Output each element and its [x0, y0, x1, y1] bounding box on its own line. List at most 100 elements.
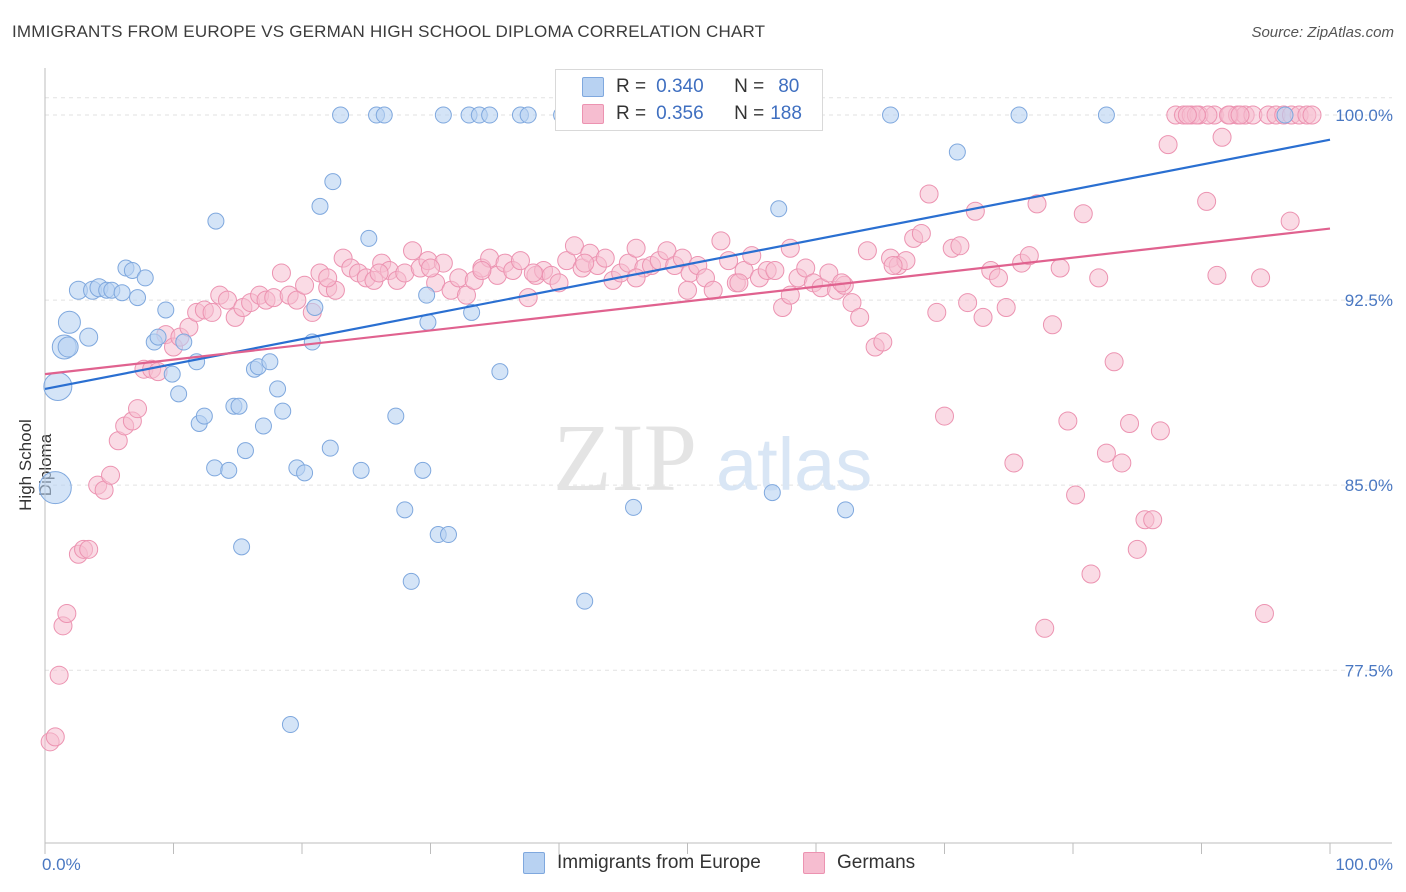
immigrants-point — [281, 716, 299, 734]
germans-point — [128, 399, 148, 419]
germans-point — [1158, 135, 1178, 155]
germans-point — [1104, 352, 1124, 372]
immigrants-point — [136, 269, 154, 287]
germans-point — [518, 288, 538, 308]
immigrants-point — [491, 363, 509, 381]
r-value: 0.340 — [656, 76, 704, 97]
immigrants-point — [1097, 106, 1115, 124]
immigrants-point — [434, 106, 452, 124]
germans-point — [287, 290, 307, 310]
germans-point — [626, 238, 646, 258]
germans-point — [202, 302, 222, 322]
immigrants-point — [396, 501, 414, 519]
germans-point — [1112, 453, 1132, 473]
germans-point — [271, 263, 291, 283]
germans-point — [369, 263, 389, 283]
germans-point — [742, 246, 762, 266]
n-value: 80 — [778, 76, 800, 97]
legend-item-immigrants[interactable]: Immigrants from Europe — [523, 852, 761, 874]
germans-point — [49, 665, 69, 685]
germans-point — [958, 293, 978, 313]
n-label: N = — [734, 76, 765, 97]
immigrants-point — [57, 310, 81, 334]
pink-swatch — [582, 104, 604, 124]
germans-point — [564, 236, 584, 256]
y-tick-label: 85.0% — [1345, 476, 1393, 495]
blue-swatch — [582, 77, 604, 97]
germans-point — [1004, 453, 1024, 473]
immigrants-point — [837, 501, 855, 519]
germans-point — [595, 248, 615, 268]
stats-row-germans: R = 0.356 N = 188 — [582, 102, 802, 126]
immigrants-point — [402, 572, 420, 590]
germans-point — [1207, 265, 1227, 285]
x-tick-label: 100.0% — [1335, 855, 1393, 874]
germans-point — [919, 184, 939, 204]
immigrants-point — [149, 328, 167, 346]
immigrants-point — [576, 592, 594, 610]
immigrants-point — [375, 106, 393, 124]
immigrants-point — [233, 538, 251, 556]
germans-point — [850, 307, 870, 327]
immigrants-point — [38, 471, 72, 505]
stats-row-immigrants: R = 0.340 N = 80 — [582, 75, 799, 99]
legend-label-germans: Germans — [837, 852, 916, 873]
immigrants-point — [220, 461, 238, 479]
germans-points — [40, 105, 1322, 752]
watermark-atlas: atlas — [716, 423, 872, 506]
n-label: N = — [734, 103, 765, 124]
blue-legend-swatch — [523, 852, 545, 874]
germans-point — [935, 406, 954, 426]
germans-point — [510, 251, 530, 271]
n-value: 188 — [770, 103, 802, 124]
immigrants-point — [882, 106, 900, 124]
immigrants-point — [332, 106, 350, 124]
immigrants-point — [463, 303, 481, 321]
germans-point — [1027, 194, 1047, 214]
germans-point — [1280, 211, 1300, 231]
immigrants-point — [163, 365, 181, 383]
immigrants-point — [387, 407, 405, 425]
trend-lines — [44, 138, 1331, 391]
germans-point — [973, 307, 993, 327]
germans-point — [626, 268, 646, 288]
immigrants-point — [948, 143, 966, 161]
germans-point — [1251, 268, 1271, 288]
gridlines — [45, 97, 1392, 671]
germans-point — [1035, 618, 1055, 638]
immigrants-point — [79, 327, 99, 347]
immigrants-point — [261, 353, 279, 371]
y-tick-label: 100.0% — [1335, 106, 1393, 125]
legend-label-immigrants: Immigrants from Europe — [557, 852, 761, 873]
immigrants-point — [770, 200, 788, 218]
germans-point — [1019, 246, 1039, 266]
germans-point — [318, 268, 338, 288]
germans-point — [1197, 191, 1217, 211]
immigrants-point — [113, 284, 131, 302]
immigrants-point — [170, 385, 188, 403]
germans-point — [295, 275, 315, 295]
immigrants-point — [230, 397, 248, 415]
y-tick-label: 92.5% — [1345, 291, 1393, 310]
germans-point — [57, 604, 77, 623]
immigrants-point — [269, 380, 287, 398]
x-tick-label: 0.0% — [42, 855, 81, 874]
germans-point — [911, 223, 931, 243]
legend-item-germans[interactable]: Germans — [803, 852, 915, 874]
germans-point — [1150, 421, 1170, 441]
germans-point — [1050, 258, 1070, 278]
immigrants-point — [306, 299, 324, 316]
germans-point — [965, 201, 985, 221]
germans-point — [842, 293, 862, 313]
source-label: Source: ZipAtlas.com — [1251, 24, 1394, 41]
germans-point — [780, 238, 800, 258]
stats-legend: R = 0.340 N = 80 R = 0.356 N = 188 — [555, 69, 823, 131]
germans-point — [403, 241, 423, 261]
immigrants-point — [360, 229, 378, 247]
germans-point — [421, 258, 440, 278]
immigrants-point — [129, 289, 147, 307]
germans-point — [1042, 315, 1062, 335]
germans-point — [857, 241, 877, 261]
axes — [44, 68, 1392, 854]
germans-point — [711, 231, 731, 251]
